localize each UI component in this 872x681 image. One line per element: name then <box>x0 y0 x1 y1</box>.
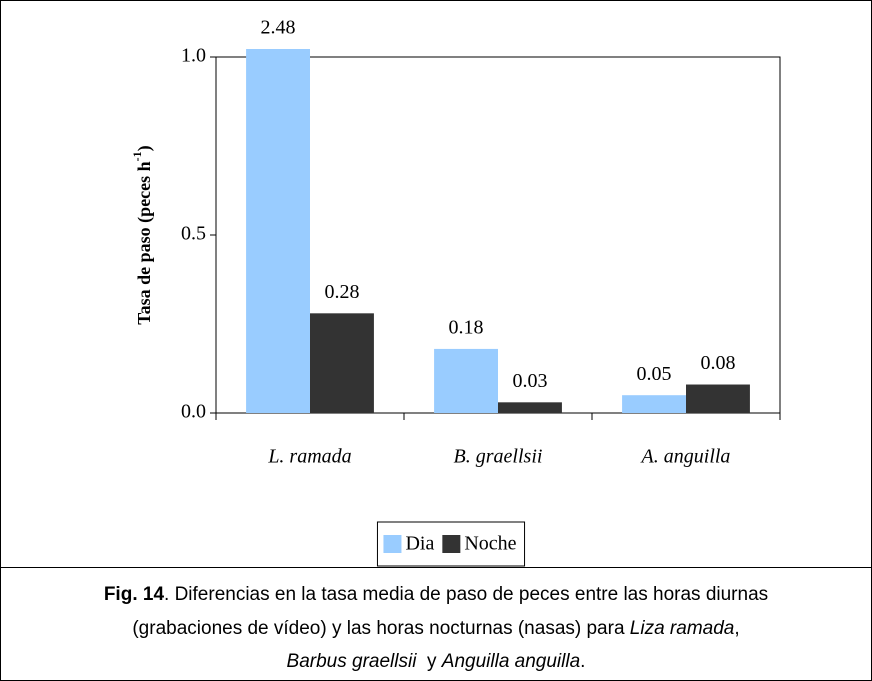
bar <box>622 395 686 413</box>
y-axis-label-end: ) <box>134 145 155 151</box>
y-tick-label: 0.5 <box>181 223 206 245</box>
caption-text: Liza ramada <box>629 617 735 639</box>
value-label: 0.05 <box>637 363 672 385</box>
x-tick-label: A. anguilla <box>640 446 731 468</box>
legend-label: Noche <box>464 533 516 555</box>
caption-line: Barbus graellsii y Anguilla anguilla. <box>1 645 871 679</box>
legend-swatch <box>383 535 402 553</box>
caption-text: (grabaciones de vídeo) y las horas noctu… <box>132 617 630 639</box>
legend-swatch <box>442 535 461 553</box>
caption: Fig. 14. Diferencias en la tasa media de… <box>1 567 871 680</box>
y-tick-label: 0.0 <box>181 401 206 423</box>
value-label: 0.03 <box>512 370 547 392</box>
bar <box>686 384 750 413</box>
caption-text: . Diferencias en la tasa media de paso d… <box>164 584 769 605</box>
caption-text: , <box>734 617 740 639</box>
x-tick-label: B. graellsii <box>454 446 543 468</box>
caption-text: Anguilla anguilla <box>441 651 581 672</box>
caption-text: y <box>416 651 442 672</box>
value-label: 0.28 <box>324 281 359 303</box>
bar <box>434 348 498 413</box>
caption-text: Fig. 14 <box>103 584 165 605</box>
y-axis-label: Tasa de paso (peces h-1) <box>130 145 155 324</box>
x-tick-label: L. ramada <box>267 446 351 468</box>
y-axis-label-text: Tasa de paso (peces h <box>134 161 155 324</box>
value-label: 0.18 <box>449 317 484 339</box>
bar <box>498 402 562 413</box>
chart: Tasa de paso (peces h-1) 0.0 0.5 1.0 L. ram… <box>130 17 781 567</box>
bar <box>310 313 374 413</box>
caption-text: . <box>580 651 586 672</box>
caption-line: Fig. 14. Diferencias en la tasa media de… <box>1 578 871 612</box>
caption-text: Barbus graellsii <box>286 651 417 672</box>
y-tick-label: 1.0 <box>181 45 206 67</box>
value-label: 2.48 <box>261 17 296 39</box>
value-label: 0.08 <box>700 352 735 374</box>
y-axis-label-sup: -1 <box>130 151 144 161</box>
caption-line: (grabaciones de vídeo) y las horas noctu… <box>1 612 871 646</box>
bars <box>246 49 750 413</box>
legend-label: Dia <box>405 533 434 555</box>
bar <box>246 49 310 413</box>
